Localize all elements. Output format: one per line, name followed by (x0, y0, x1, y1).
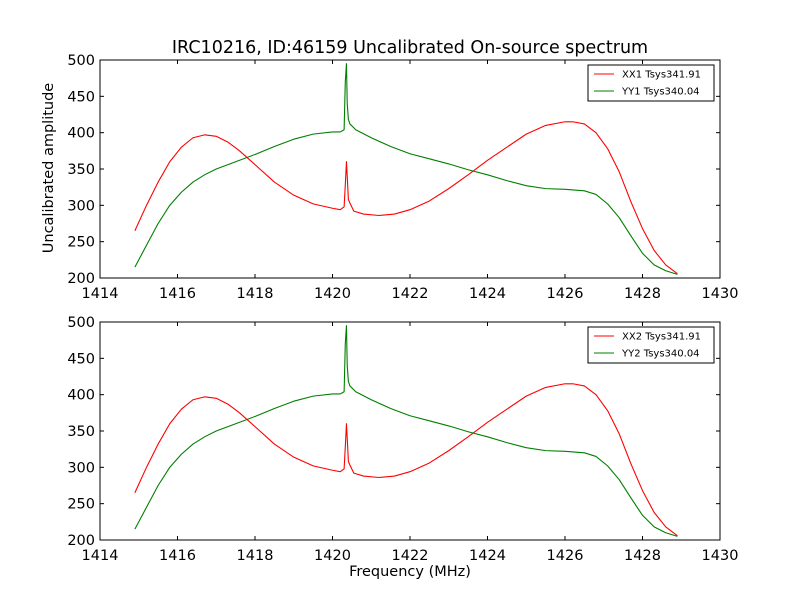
legend-box (587, 64, 715, 102)
x-tick-label: 1430 (702, 548, 739, 564)
x-tick-label: 1428 (624, 548, 661, 564)
y-axis-label: Uncalibrated amplitude (41, 83, 57, 254)
x-tick-label: 1422 (392, 548, 429, 564)
series-line-yy (134, 63, 678, 275)
bottom-panel: 1414 1416 1418 1420 1422 1424 1426 1428 1430 200 2… (67, 315, 738, 564)
x-tick-label: 1426 (547, 286, 584, 302)
y-tick-label: 300 (67, 198, 95, 214)
legend-label-xx: XX1 Tsys341.91 (622, 70, 701, 81)
y-tick-label: 200 (67, 271, 95, 287)
x-tick-label: 1414 (82, 548, 119, 564)
x-tick-label: 1416 (159, 548, 196, 564)
x-tick-label: 1418 (237, 548, 274, 564)
y-tick-label: 350 (67, 424, 95, 440)
x-tick-label: 1424 (469, 548, 506, 564)
x-axis-label: Frequency (MHz) (349, 564, 471, 580)
x-tick-label: 1428 (624, 286, 661, 302)
x-tick-label: 1426 (547, 548, 584, 564)
y-tick-label: 400 (67, 126, 95, 142)
y-tick-label: 500 (67, 315, 95, 331)
y-tick-label: 350 (67, 162, 95, 178)
y-tick-label: 500 (67, 53, 95, 69)
y-tick-label: 400 (67, 388, 95, 404)
legend: XX1 Tsys341.91 YY1 Tsys340.04 (587, 64, 715, 102)
y-tick-label: 450 (67, 89, 95, 105)
legend: XX2 Tsys341.91 YY2 Tsys340.04 (587, 326, 715, 364)
x-tick-label: 1418 (237, 286, 274, 302)
x-tick-label: 1416 (159, 286, 196, 302)
legend-label-yy: YY2 Tsys340.04 (621, 349, 700, 360)
x-tick-label: 1414 (82, 286, 119, 302)
x-tick-label: 1422 (392, 286, 429, 302)
legend-label-yy: YY1 Tsys340.04 (621, 87, 700, 98)
figure-title: IRC10216, ID:46159 Uncalibrated On-sourc… (172, 38, 648, 58)
x-tick-label: 1430 (702, 286, 739, 302)
top-panel: 1414 1416 1418 1420 1422 1424 1426 1428 1430 200 2… (67, 53, 738, 302)
legend-label-xx: XX2 Tsys341.91 (622, 332, 701, 343)
y-tick-label: 250 (67, 235, 95, 251)
legend-box (587, 326, 715, 364)
y-tick-label: 200 (67, 533, 95, 549)
series-line-xx (134, 383, 678, 537)
x-tick-label: 1420 (314, 286, 351, 302)
series-line-yy (134, 325, 678, 537)
x-tick-label: 1420 (314, 548, 351, 564)
x-tick-label: 1424 (469, 286, 506, 302)
y-tick-label: 250 (67, 497, 95, 513)
y-tick-label: 450 (67, 351, 95, 367)
series-line-xx (134, 121, 678, 275)
y-tick-label: 300 (67, 460, 95, 476)
